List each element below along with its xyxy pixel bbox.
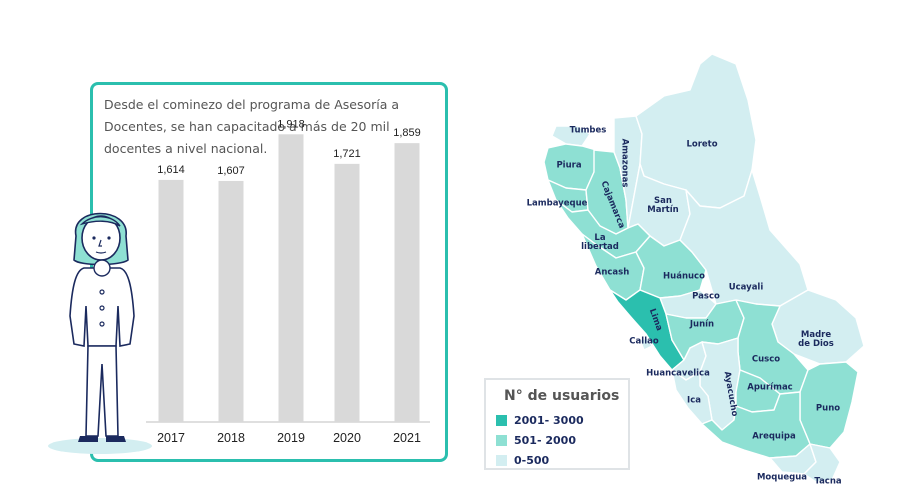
legend-label: 0-500 (514, 453, 550, 467)
region-label-loreto: Loreto (686, 139, 718, 150)
region-label-la-libertad: La libertad (581, 233, 619, 252)
region-tacna (803, 443, 841, 483)
region-ica (671, 369, 713, 425)
map-legend: N° de usuarios 2001- 3000 501- 2000 0-50… (484, 378, 630, 470)
region-label-arequipa: Arequipa (752, 431, 796, 442)
region-label-amazonas: Amazonas (619, 138, 630, 188)
region-label-tacna: Tacna (814, 476, 842, 487)
legend-swatch (496, 434, 507, 446)
bar-value-label: 1,859 (393, 127, 421, 139)
bar-value-label: 1,721 (333, 148, 361, 160)
x-tick-label: 2020 (333, 431, 361, 445)
region-label-jun-n: Junín (689, 319, 715, 330)
x-tick-label: 2018 (217, 431, 245, 445)
region-label-piura: Piura (556, 160, 582, 171)
bar-2021 (394, 143, 420, 422)
x-tick-label: 2019 (277, 431, 305, 445)
region-label-ancash: Ancash (594, 267, 630, 278)
region-arequipa (701, 391, 811, 459)
bar-value-label: 1,607 (217, 165, 245, 177)
bar-value-label: 1,614 (157, 164, 185, 176)
region-label-ica: Ica (687, 395, 701, 406)
region-label-san-mart-n: San Martín (647, 196, 679, 215)
region-label-lambayeque: Lambayeque (526, 198, 588, 209)
bar-value-label: 1,918 (277, 118, 305, 130)
bar-2017 (158, 179, 184, 422)
x-tick-label: 2021 (393, 431, 421, 445)
region-label-pasco: Pasco (692, 291, 720, 302)
legend-label: 2001- 3000 (514, 413, 584, 427)
region-label-huancavelica: Huancavelica (646, 368, 710, 379)
region-label-tumbes: Tumbes (569, 125, 607, 136)
legend-swatch (496, 414, 507, 426)
panel-description: Desde el cominezo del programa de Asesor… (104, 97, 400, 156)
legend-swatch (496, 454, 507, 466)
legend-title: N° de usuarios (504, 388, 620, 404)
region-label-cusco: Cusco (751, 354, 781, 365)
region-label-madre-de-dios: Madre de Dios (798, 330, 834, 349)
region-label-hu-nuco: Huánuco (663, 271, 705, 282)
legend-label: 501- 2000 (514, 433, 576, 447)
bar-2020 (334, 163, 360, 422)
teacher-illustration (48, 212, 152, 454)
region-label-apur-mac: Apurímac (747, 382, 793, 393)
bar-2019 (278, 134, 304, 423)
region-label-ucayali: Ucayali (728, 282, 764, 293)
legend-item: 2001- 3000 (496, 413, 584, 427)
region-label-callao: Callao (629, 336, 659, 347)
bar-2018 (218, 180, 244, 422)
legend-item: 0-500 (496, 453, 549, 467)
legend-item: 501- 2000 (496, 433, 576, 447)
info-panel (90, 82, 448, 462)
region-label-puno: Puno (815, 403, 841, 414)
x-tick-label: 2017 (157, 431, 185, 445)
region-label-moquegua: Moquegua (756, 472, 808, 483)
region-callao (639, 337, 653, 351)
